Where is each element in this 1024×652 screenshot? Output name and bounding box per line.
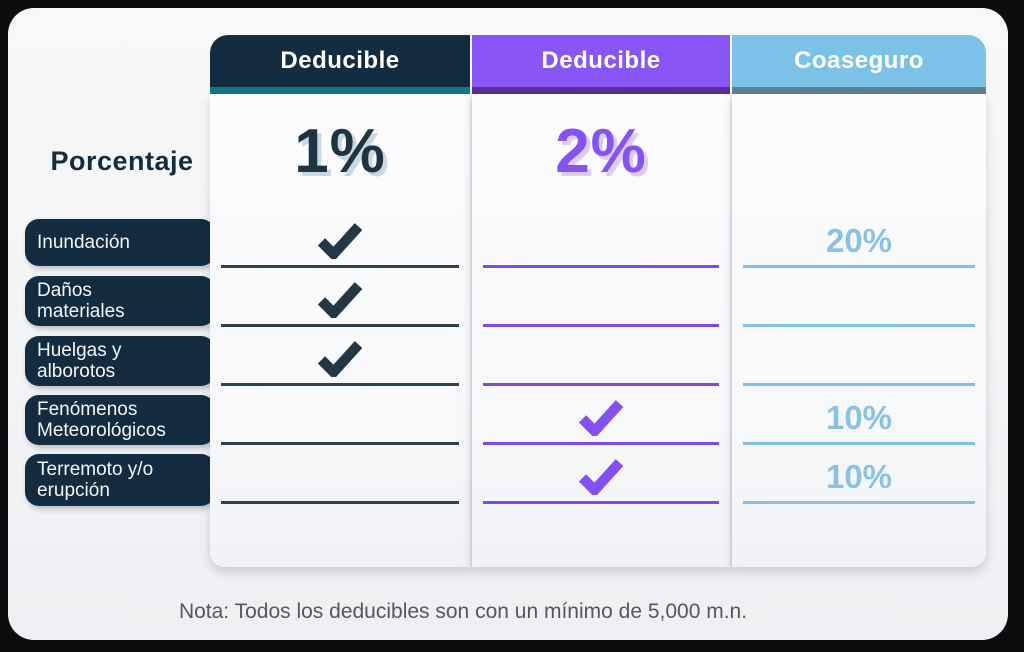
column-header-deducible-2: Deducible (472, 35, 730, 87)
row-label-huelgas-alborotos: Huelgas y alborotos (25, 336, 215, 386)
header-accent-bar (210, 87, 470, 94)
check-icon (317, 223, 363, 259)
check-icon (317, 341, 363, 377)
percent-cell (732, 94, 986, 209)
cell-inundacion-deducible-2 (472, 209, 730, 268)
column-coaseguro: Coaseguro 20% 10% 10% (732, 35, 986, 567)
cell-huelgas-deducible-2 (472, 327, 730, 386)
header-accent-bar (472, 87, 730, 94)
check-icon (317, 282, 363, 318)
cell-danos-deducible-1 (210, 268, 470, 327)
header-accent-bar (732, 87, 986, 94)
cell-danos-deducible-2 (472, 268, 730, 327)
row-label-text: Daños materiales (37, 280, 125, 322)
row-label-text: Inundación (37, 232, 130, 253)
percent-value: 1% (294, 117, 386, 186)
column-body: 2% (472, 94, 730, 567)
column-body: 20% 10% 10% (732, 94, 986, 567)
cell-terremoto-deducible-2 (472, 445, 730, 504)
cell-danos-coaseguro (732, 268, 986, 327)
column-header-label: Deducible (280, 47, 400, 74)
row-axis-header: Porcentaje (50, 146, 194, 176)
cell-fenomenos-deducible-2 (472, 386, 730, 445)
column-header-label: Coaseguro (794, 47, 924, 74)
coaseguro-value: 10% (825, 458, 893, 495)
percent-value: 2% (555, 117, 647, 186)
row-label-text: Terremoto y/o erupción (37, 459, 154, 501)
percent-cell: 1% (210, 94, 470, 209)
footnote: Nota: Todos los deducibles son con un mí… (178, 600, 748, 623)
coaseguro-value: 10% (825, 399, 893, 436)
check-icon (578, 459, 624, 495)
row-label-text: Fenómenos Meteorológicos (37, 399, 166, 441)
infographic-card: Porcentaje Inundación Daños materiales H… (8, 8, 1008, 640)
cell-terremoto-deducible-1 (210, 445, 470, 504)
cell-inundacion-coaseguro: 20% (732, 209, 986, 268)
column-deducible-1: Deducible 1% (210, 35, 470, 567)
column-header-deducible-1: Deducible (210, 35, 470, 87)
column-body: 1% (210, 94, 470, 567)
row-label-inundacion: Inundación (25, 219, 215, 266)
row-label-danos-materiales: Daños materiales (25, 276, 215, 326)
cell-inundacion-deducible-1 (210, 209, 470, 268)
cell-huelgas-deducible-1 (210, 327, 470, 386)
row-label-text: Huelgas y alborotos (37, 340, 122, 382)
column-header-label: Deducible (541, 47, 661, 74)
row-label-terremoto-erupcion: Terremoto y/o erupción (25, 454, 215, 506)
column-deducible-2: Deducible 2% (472, 35, 730, 567)
cell-terremoto-coaseguro: 10% (732, 445, 986, 504)
coaseguro-value: 20% (825, 222, 893, 259)
row-label-fenomenos-meteorologicos: Fenómenos Meteorológicos (25, 395, 215, 445)
cell-huelgas-coaseguro (732, 327, 986, 386)
cell-fenomenos-coaseguro: 10% (732, 386, 986, 445)
percent-cell: 2% (472, 94, 730, 209)
check-icon (578, 400, 624, 436)
column-header-coaseguro: Coaseguro (732, 35, 986, 87)
cell-fenomenos-deducible-1 (210, 386, 470, 445)
